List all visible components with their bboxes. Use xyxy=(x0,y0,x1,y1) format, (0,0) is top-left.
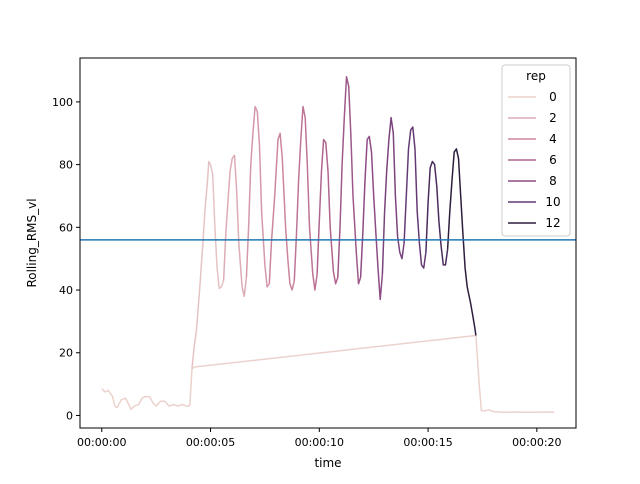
x-axis: 00:00:00 00:00:05 00:00:10 00:00:15 00:00:20 xyxy=(77,428,562,449)
legend-label: 4 xyxy=(549,132,557,146)
legend-label: 0 xyxy=(549,90,557,104)
x-tick-label: 00:00:00 xyxy=(77,436,126,449)
series-line-rep-6 xyxy=(316,138,339,285)
series-line-rep-1 xyxy=(191,160,225,369)
legend-label: 2 xyxy=(549,111,557,125)
y-tick-label: 100 xyxy=(52,96,73,109)
series-line-rep-4 xyxy=(268,132,296,291)
y-tick-label: 40 xyxy=(59,284,73,297)
series-line-rep-8 xyxy=(359,135,384,301)
series-line-rep-12 xyxy=(446,148,477,336)
series-line-rep-10 xyxy=(403,126,427,269)
series-line-rep-0 xyxy=(101,334,555,414)
series-line-rep-2 xyxy=(222,154,248,298)
x-tick-label: 00:00:15 xyxy=(403,436,452,449)
series-layer xyxy=(101,76,555,414)
legend-label: 10 xyxy=(545,195,560,209)
series-line-rep-9 xyxy=(381,116,405,275)
y-axis: 0 20 40 60 80 100 xyxy=(52,96,80,422)
x-tick-label: 00:00:20 xyxy=(512,436,561,449)
x-tick-label: 00:00:05 xyxy=(186,436,235,449)
series-line-rep-5 xyxy=(293,105,318,291)
legend-box xyxy=(501,64,571,237)
y-tick-label: 80 xyxy=(59,159,73,172)
y-tick-label: 20 xyxy=(59,347,73,360)
legend-entries: 0 2 4 6 8 10 12 xyxy=(508,90,561,230)
legend-label: 12 xyxy=(545,216,560,230)
series-line-rep-7 xyxy=(337,76,362,285)
y-tick-label: 60 xyxy=(59,221,73,234)
legend: rep 0 2 4 6 8 10 12 xyxy=(501,64,571,237)
x-axis-label: time xyxy=(314,456,341,470)
y-axis-label: Rolling_RMS_vl xyxy=(25,198,39,287)
x-tick-label: 00:00:10 xyxy=(295,436,344,449)
legend-label: 6 xyxy=(549,153,557,167)
series-line-rep-3 xyxy=(245,105,270,288)
plot-frame xyxy=(79,57,577,429)
y-tick-label: 0 xyxy=(66,409,73,422)
series-line-rep-11 xyxy=(425,160,449,266)
legend-title: rep xyxy=(526,69,546,83)
legend-label: 8 xyxy=(549,174,557,188)
